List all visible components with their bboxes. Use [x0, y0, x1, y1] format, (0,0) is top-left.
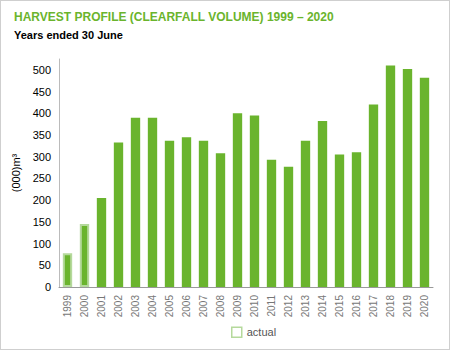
svg-text:2005: 2005: [164, 295, 175, 318]
svg-text:actual: actual: [247, 326, 276, 338]
svg-text:2007: 2007: [198, 295, 209, 318]
svg-text:500: 500: [33, 64, 51, 76]
svg-text:Years ended 30 June: Years ended 30 June: [14, 29, 123, 41]
svg-text:300: 300: [33, 151, 51, 163]
svg-text:150: 150: [33, 216, 51, 228]
svg-text:50: 50: [39, 259, 51, 271]
svg-text:2015: 2015: [334, 295, 345, 318]
svg-text:2002: 2002: [113, 295, 124, 318]
svg-text:350: 350: [33, 129, 51, 141]
svg-text:2019: 2019: [402, 295, 413, 318]
svg-text:2003: 2003: [130, 295, 141, 318]
svg-text:2004: 2004: [147, 295, 158, 318]
svg-text:0: 0: [45, 281, 51, 293]
svg-text:2017: 2017: [368, 295, 379, 318]
svg-text:2008: 2008: [215, 295, 226, 318]
svg-text:2018: 2018: [385, 295, 396, 318]
svg-text:2012: 2012: [283, 295, 294, 318]
svg-text:HARVEST PROFILE (CLEARFALL VOL: HARVEST PROFILE (CLEARFALL VOLUME) 1999 …: [14, 10, 334, 24]
svg-text:2014: 2014: [317, 295, 328, 318]
svg-text:2010: 2010: [249, 295, 260, 318]
svg-text:250: 250: [33, 172, 51, 184]
svg-text:2020: 2020: [419, 295, 430, 318]
svg-text:200: 200: [33, 194, 51, 206]
svg-text:2011: 2011: [266, 295, 277, 317]
svg-text:2013: 2013: [300, 295, 311, 318]
svg-text:2016: 2016: [351, 295, 362, 318]
svg-text:400: 400: [33, 107, 51, 119]
svg-text:100: 100: [33, 238, 51, 250]
svg-text:450: 450: [33, 86, 51, 98]
svg-text:2009: 2009: [232, 295, 243, 318]
svg-text:(000)m³: (000)m³: [10, 153, 22, 192]
svg-text:1999: 1999: [62, 295, 73, 318]
svg-text:2001: 2001: [96, 295, 107, 318]
svg-text:2006: 2006: [181, 295, 192, 318]
svg-text:2000: 2000: [79, 295, 90, 318]
